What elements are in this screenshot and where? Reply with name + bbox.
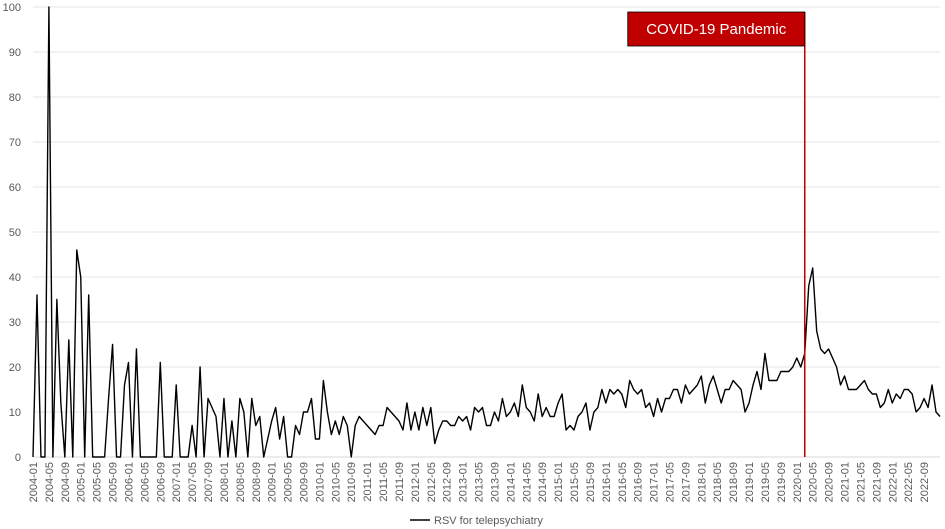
x-tick-label: 2022-05 — [903, 462, 915, 502]
y-tick-label: 30 — [9, 317, 21, 329]
x-tick-label: 2008-05 — [235, 462, 247, 502]
x-tick-label: 2017-09 — [680, 462, 692, 502]
x-tick-label: 2015-05 — [569, 462, 581, 502]
x-tick-label: 2010-01 — [314, 462, 326, 502]
x-tick-label: 2022-01 — [887, 462, 899, 502]
x-tick-label: 2022-09 — [919, 462, 931, 502]
x-tick-label: 2021-09 — [871, 462, 883, 502]
x-tick-label: 2009-09 — [299, 462, 311, 502]
x-tick-label: 2012-01 — [410, 462, 422, 502]
x-tick-label: 2017-05 — [664, 462, 676, 502]
x-tick-label: 2005-09 — [108, 462, 120, 502]
x-tick-label: 2013-05 — [474, 462, 486, 502]
x-tick-label: 2016-09 — [633, 462, 645, 502]
y-tick-label: 20 — [9, 362, 21, 374]
x-tick-label: 2006-05 — [139, 462, 151, 502]
y-tick-label: 10 — [9, 407, 21, 419]
x-tick-label: 2004-09 — [60, 462, 72, 502]
x-tick-label: 2013-09 — [489, 462, 501, 502]
x-tick-label: 2021-01 — [840, 462, 852, 502]
x-tick-label: 2012-05 — [426, 462, 438, 502]
x-tick-label: 2019-01 — [744, 462, 756, 502]
covid-annotation: COVID-19 Pandemic — [627, 11, 806, 457]
y-tick-label: 60 — [9, 182, 21, 194]
x-tick-label: 2007-01 — [171, 462, 183, 502]
x-tick-label: 2004-05 — [44, 462, 56, 502]
x-tick-label: 2011-01 — [362, 462, 374, 502]
x-tick-label: 2015-09 — [585, 462, 597, 502]
x-tick-label: 2008-09 — [251, 462, 263, 502]
x-tick-label: 2009-05 — [283, 462, 295, 502]
gridlines — [33, 6, 940, 458]
legend: RSV for telepsychiatry — [410, 515, 543, 527]
legend-label: RSV for telepsychiatry — [434, 515, 543, 527]
x-tick-label: 2005-01 — [76, 462, 88, 502]
x-tick-label: 2007-05 — [187, 462, 199, 502]
y-tick-label: 100 — [3, 2, 21, 14]
y-tick-label: 80 — [9, 92, 21, 104]
series-line-telepsychiatry — [32, 6, 941, 458]
x-tick-label: 2020-01 — [792, 462, 804, 502]
x-tick-label: 2018-05 — [712, 462, 724, 502]
x-tick-label: 2020-09 — [824, 462, 836, 502]
x-tick-label: 2008-01 — [219, 462, 231, 502]
x-tick-label: 2018-09 — [728, 462, 740, 502]
x-tick-label: 2004-01 — [28, 462, 40, 502]
x-tick-label: 2013-01 — [458, 462, 470, 502]
x-tick-label: 2017-01 — [649, 462, 661, 502]
x-tick-label: 2020-05 — [808, 462, 820, 502]
y-tick-label: 50 — [9, 227, 21, 239]
y-tick-label: 70 — [9, 137, 21, 149]
x-tick-label: 2018-01 — [696, 462, 708, 502]
x-tick-label: 2010-05 — [330, 462, 342, 502]
x-tick-label: 2006-01 — [123, 462, 135, 502]
x-tick-label: 2011-05 — [378, 462, 390, 502]
x-tick-label: 2007-09 — [203, 462, 215, 502]
x-tick-label: 2016-01 — [601, 462, 613, 502]
y-tick-label: 0 — [15, 452, 21, 464]
x-tick-label: 2011-09 — [394, 462, 406, 502]
x-tick-label: 2014-01 — [505, 462, 517, 502]
x-tick-label: 2019-05 — [760, 462, 772, 502]
y-axis: 0 10 20 30 40 50 60 70 80 90 100 — [3, 2, 21, 464]
x-tick-label: 2005-05 — [92, 462, 104, 502]
x-tick-label: 2009-01 — [267, 462, 279, 502]
x-tick-label: 2021-05 — [855, 462, 867, 502]
x-tick-label: 2016-05 — [617, 462, 629, 502]
x-tick-label: 2019-09 — [776, 462, 788, 502]
covid-label: COVID-19 Pandemic — [646, 21, 787, 38]
x-tick-label: 2015-01 — [553, 462, 565, 502]
x-axis: 2004-01 2004-05 2004-09 2005-01 2005-05 2005-… — [28, 462, 931, 502]
x-tick-label: 2014-09 — [537, 462, 549, 502]
x-tick-label: 2006-09 — [155, 462, 167, 502]
x-tick-label: 2014-05 — [521, 462, 533, 502]
y-tick-label: 90 — [9, 47, 21, 59]
y-tick-label: 40 — [9, 272, 21, 284]
covid-label-box — [627, 11, 806, 47]
x-tick-label: 2012-09 — [442, 462, 454, 502]
x-tick-label: 2010-09 — [346, 462, 358, 502]
